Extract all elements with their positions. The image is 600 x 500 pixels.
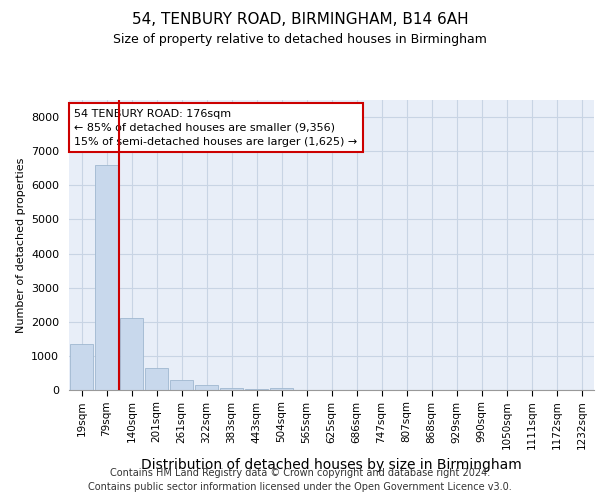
Bar <box>245 389 268 390</box>
Bar <box>170 380 193 390</box>
Bar <box>95 165 118 390</box>
Bar <box>120 318 143 390</box>
Bar <box>195 385 218 390</box>
Text: 54, TENBURY ROAD, BIRMINGHAM, B14 6AH: 54, TENBURY ROAD, BIRMINGHAM, B14 6AH <box>131 12 469 28</box>
X-axis label: Distribution of detached houses by size in Birmingham: Distribution of detached houses by size … <box>141 458 522 471</box>
Bar <box>220 388 243 390</box>
Y-axis label: Number of detached properties: Number of detached properties <box>16 158 26 332</box>
Text: 54 TENBURY ROAD: 176sqm
← 85% of detached houses are smaller (9,356)
15% of semi: 54 TENBURY ROAD: 176sqm ← 85% of detache… <box>74 108 358 146</box>
Bar <box>270 388 293 390</box>
Text: Contains public sector information licensed under the Open Government Licence v3: Contains public sector information licen… <box>88 482 512 492</box>
Text: Contains HM Land Registry data © Crown copyright and database right 2024.: Contains HM Land Registry data © Crown c… <box>110 468 490 477</box>
Bar <box>70 344 93 390</box>
Text: Size of property relative to detached houses in Birmingham: Size of property relative to detached ho… <box>113 32 487 46</box>
Bar <box>145 368 168 390</box>
